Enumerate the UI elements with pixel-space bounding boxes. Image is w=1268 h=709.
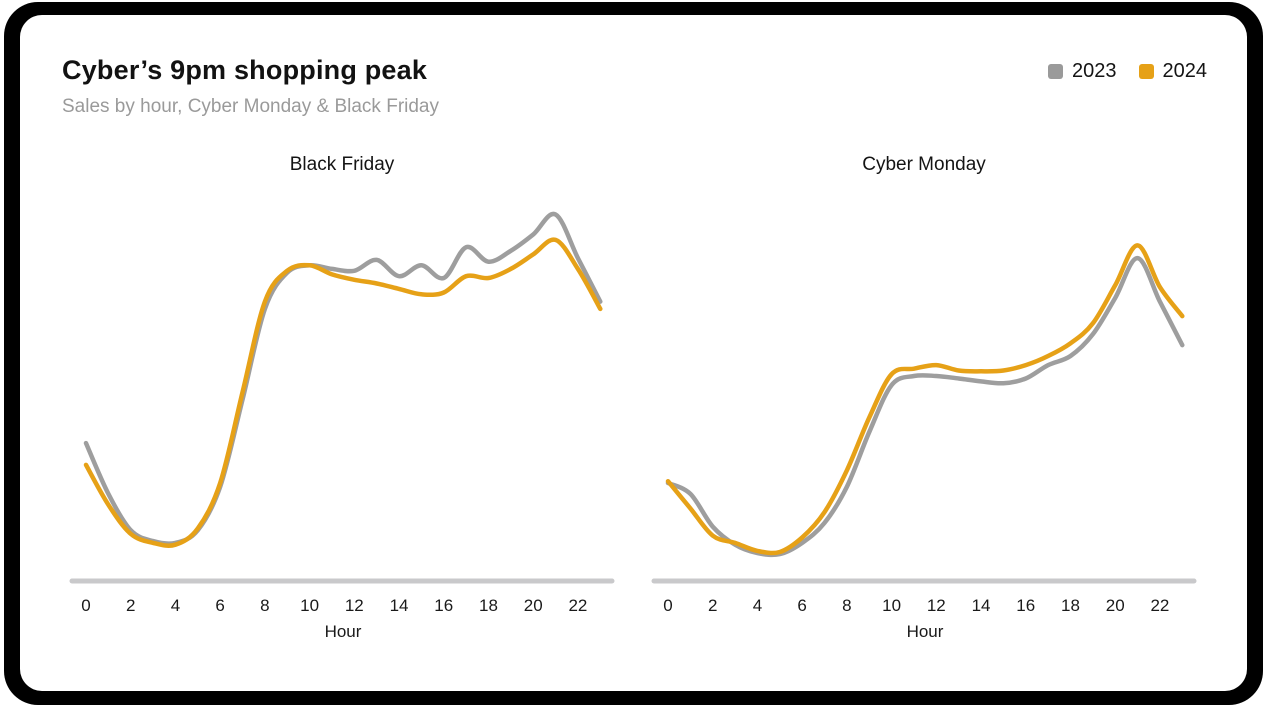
x-tick-label: 8: [260, 596, 269, 615]
x-tick-label: 16: [1016, 596, 1035, 615]
x-tick-label: 8: [842, 596, 851, 615]
legend-item-2024: 2024: [1138, 60, 1208, 83]
x-tick-label: 4: [753, 596, 762, 615]
x-tick-label: 22: [568, 596, 587, 615]
legend-label-2023: 2023: [1072, 60, 1117, 82]
chart-panel-black-friday: Black Friday 0 2 4 6 8 10 12 14 16 18 20 22 Hour: [62, 153, 622, 653]
x-axis-label: Hour: [325, 622, 362, 641]
chart-title-cyber-monday: Cyber Monday: [862, 154, 986, 175]
x-tick-label: 10: [300, 596, 319, 615]
chart-card: Cyber’s 9pm shopping peak Sales by hour,…: [20, 15, 1247, 691]
x-tick-label: 0: [663, 596, 672, 615]
x-tick-label: 2: [126, 596, 135, 615]
x-tick-label: 6: [797, 596, 806, 615]
chart-title-black-friday: Black Friday: [289, 154, 395, 175]
page-subtitle: Sales by hour, Cyber Monday & Black Frid…: [62, 96, 440, 117]
x-tick-label: 4: [171, 596, 180, 615]
x-axis-label: Hour: [907, 622, 944, 641]
x-tick-label: 16: [434, 596, 453, 615]
legend-swatch-2023-icon: [1048, 64, 1063, 79]
x-tick-label: 2: [708, 596, 717, 615]
x-tick-label: 18: [1061, 596, 1080, 615]
x-tick-label: 22: [1150, 596, 1169, 615]
x-tick-label: 0: [81, 596, 90, 615]
x-tick-label: 12: [927, 596, 946, 615]
legend-item-2023: 2023: [1048, 60, 1117, 83]
chart-black-friday: 0 2 4 6 8 10 12 14 16 18 20 22 Hour: [69, 211, 615, 641]
page-title: Cyber’s 9pm shopping peak: [62, 55, 428, 85]
chart-panel-cyber-monday: Cyber Monday 0 2 4 6 8 10 12 14 16 18 20 22 Hour: [644, 153, 1204, 653]
line-2024: [665, 243, 1185, 556]
x-tick-label: 20: [1106, 596, 1125, 615]
line-2024: [83, 237, 603, 548]
x-tick-label: 6: [215, 596, 224, 615]
x-tick-label: 10: [882, 596, 901, 615]
x-tick-label: 20: [524, 596, 543, 615]
legend: 2023 2024: [1048, 60, 1207, 83]
x-tick-label: 14: [390, 596, 409, 615]
x-tick-label: 12: [345, 596, 364, 615]
x-tick-label: 18: [479, 596, 498, 615]
legend-label-2024: 2024: [1162, 60, 1208, 82]
chart-cyber-monday: 0 2 4 6 8 10 12 14 16 18 20 22 Hour: [651, 243, 1197, 641]
legend-swatch-2024-icon: [1138, 64, 1154, 79]
x-tick-label: 14: [972, 596, 991, 615]
